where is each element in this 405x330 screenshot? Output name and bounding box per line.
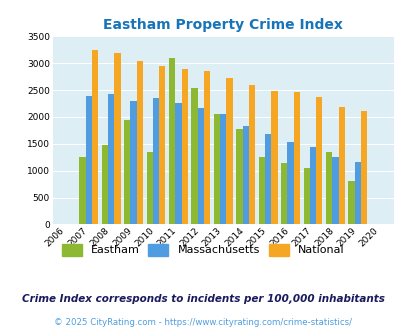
Bar bbox=[309, 147, 315, 224]
Bar bbox=[325, 152, 332, 224]
Bar bbox=[360, 111, 367, 224]
Bar bbox=[338, 107, 344, 224]
Bar bbox=[101, 145, 108, 224]
Bar bbox=[271, 90, 277, 224]
Bar bbox=[191, 88, 197, 224]
Bar bbox=[347, 182, 354, 224]
Bar bbox=[130, 101, 136, 224]
Bar bbox=[236, 129, 242, 224]
Bar bbox=[242, 125, 248, 224]
Bar bbox=[287, 142, 293, 224]
Bar bbox=[159, 66, 165, 224]
Bar bbox=[108, 94, 114, 224]
Bar bbox=[293, 92, 299, 224]
Bar bbox=[354, 162, 360, 224]
Bar bbox=[168, 58, 175, 224]
Bar bbox=[213, 114, 220, 224]
Bar bbox=[258, 157, 264, 224]
Bar bbox=[220, 114, 226, 224]
Bar bbox=[181, 69, 188, 224]
Text: Crime Index corresponds to incidents per 100,000 inhabitants: Crime Index corresponds to incidents per… bbox=[21, 294, 384, 304]
Bar bbox=[85, 96, 92, 224]
Bar bbox=[332, 157, 338, 224]
Bar bbox=[248, 85, 254, 224]
Bar bbox=[203, 71, 210, 224]
Bar bbox=[114, 53, 120, 224]
Bar bbox=[79, 157, 85, 224]
Bar bbox=[124, 119, 130, 224]
Bar bbox=[303, 168, 309, 224]
Bar bbox=[146, 152, 152, 224]
Bar bbox=[197, 108, 203, 224]
Bar bbox=[226, 78, 232, 224]
Bar bbox=[281, 163, 287, 224]
Bar bbox=[175, 104, 181, 224]
Title: Eastham Property Crime Index: Eastham Property Crime Index bbox=[103, 18, 342, 32]
Bar bbox=[136, 61, 143, 224]
Bar bbox=[152, 98, 159, 224]
Bar bbox=[264, 134, 271, 224]
Bar bbox=[315, 97, 322, 224]
Legend: Eastham, Massachusetts, National: Eastham, Massachusetts, National bbox=[57, 239, 348, 260]
Text: © 2025 CityRating.com - https://www.cityrating.com/crime-statistics/: © 2025 CityRating.com - https://www.city… bbox=[54, 318, 351, 327]
Bar bbox=[92, 50, 98, 224]
